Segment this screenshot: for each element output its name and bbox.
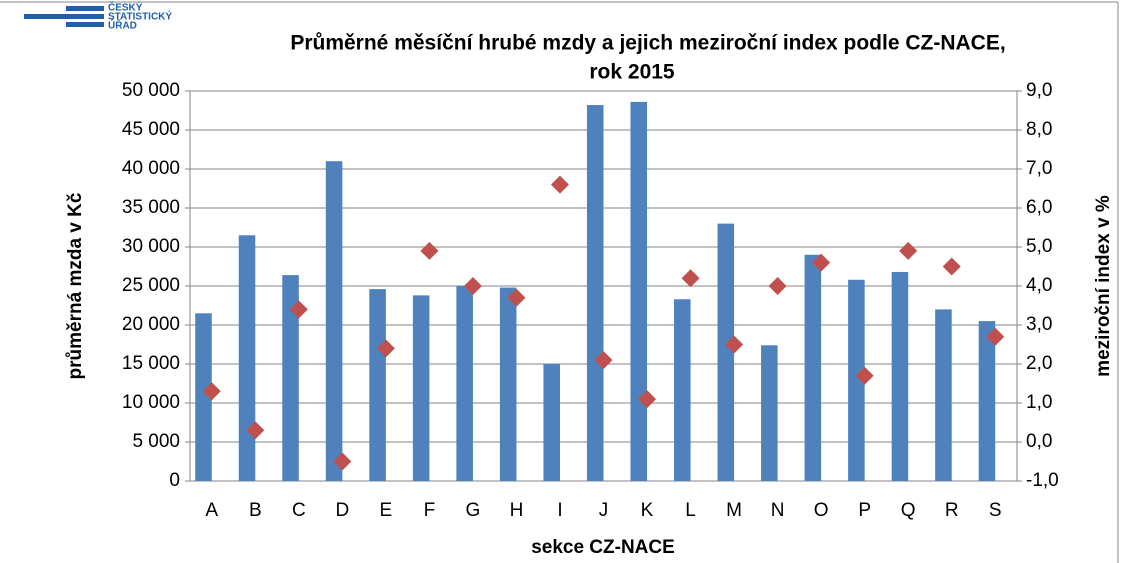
x-tick-label: L <box>685 500 696 521</box>
y-tick-label: 5 000 <box>132 431 180 452</box>
x-tick-label: F <box>424 500 436 521</box>
y2-tick-label: -1,0 <box>1026 470 1059 491</box>
y-tick-label: 25 000 <box>122 275 180 296</box>
diamond-marker <box>638 390 657 409</box>
y-axis-title: průměrná mzda v Kč <box>65 192 86 379</box>
logo-bar <box>24 14 104 19</box>
diamond-marker <box>333 452 352 471</box>
bar <box>238 235 256 481</box>
diamond-marker <box>246 421 265 440</box>
diamond-marker <box>420 241 439 260</box>
x-tick-label: A <box>205 500 218 521</box>
y2-tick-label: 2,0 <box>1026 353 1052 374</box>
diamond-marker <box>594 351 613 370</box>
logo-bar <box>66 22 104 27</box>
y2-tick-label: 5,0 <box>1026 236 1052 257</box>
diamond-marker <box>725 335 744 354</box>
diamond-marker <box>681 269 700 288</box>
diamond-marker <box>899 241 918 260</box>
bar <box>848 279 865 481</box>
y-tick-label: 45 000 <box>122 119 180 140</box>
x-tick-label: E <box>380 500 393 521</box>
bar <box>412 295 430 481</box>
chart-title: rok 2015 <box>589 61 675 84</box>
y-tick-label: 30 000 <box>122 236 180 257</box>
bar <box>325 161 343 481</box>
diamond-marker <box>507 288 526 307</box>
diamond-marker <box>463 277 482 295</box>
logo-bar <box>66 6 104 11</box>
bar <box>369 289 386 481</box>
x-tick-label: M <box>726 500 742 521</box>
diamond-marker <box>986 327 1005 346</box>
x-tick-label: O <box>814 500 829 521</box>
logo-text: ÚŘAD <box>108 19 137 32</box>
bar <box>282 275 299 481</box>
diamond-marker <box>942 257 961 276</box>
bar <box>891 271 909 481</box>
diamond-marker <box>289 300 308 319</box>
x-tick-label: C <box>292 500 306 521</box>
y-tick-label: 35 000 <box>122 197 180 218</box>
x-axis-title: sekce CZ-NACE <box>531 537 675 558</box>
y-tick-label: 20 000 <box>122 314 180 335</box>
bar <box>499 287 517 481</box>
y-tick-label: 15 000 <box>122 353 180 374</box>
bar <box>630 101 648 482</box>
x-tick-label: P <box>858 500 871 521</box>
x-tick-label: Q <box>901 500 916 521</box>
chart-title: Průměrné měsíční hrubé mzdy a jejich mez… <box>290 32 1005 55</box>
bar <box>586 105 604 481</box>
bar <box>195 313 212 481</box>
y2-tick-label: 9,0 <box>1026 80 1052 101</box>
y2-tick-label: 4,0 <box>1026 275 1052 296</box>
diamond-marker <box>202 382 221 401</box>
diamond-marker <box>550 175 569 194</box>
bar <box>804 254 822 481</box>
x-tick-label: N <box>771 500 785 521</box>
y2-tick-label: 8,0 <box>1026 119 1052 140</box>
bar <box>717 223 735 481</box>
y-tick-label: 40 000 <box>122 158 180 179</box>
logo-text: STATISTICKÝ <box>108 10 172 23</box>
bar <box>761 345 778 481</box>
x-tick-label: H <box>510 500 524 521</box>
diamond-marker <box>376 339 395 358</box>
x-tick-label: K <box>641 500 654 521</box>
diamond-marker <box>812 253 831 272</box>
y2-tick-label: 3,0 <box>1026 314 1052 335</box>
bar <box>674 299 691 481</box>
y2-tick-label: 0,0 <box>1026 431 1052 452</box>
x-tick-label: G <box>466 500 481 521</box>
x-tick-label: B <box>249 500 262 521</box>
y2-tick-label: 7,0 <box>1026 158 1052 179</box>
bar <box>456 286 473 481</box>
x-tick-label: D <box>335 500 349 521</box>
y-tick-label: 50 000 <box>122 80 180 101</box>
x-tick-label: J <box>599 500 609 521</box>
diamond-marker <box>768 277 787 295</box>
y-tick-label: 10 000 <box>122 392 180 413</box>
logo: ČESKÝ STATISTICKÝ ÚŘAD <box>24 1 172 32</box>
y2-tick-label: 6,0 <box>1026 197 1052 218</box>
logo-text: ČESKÝ <box>108 1 143 14</box>
x-tick-label: I <box>557 500 562 521</box>
y2-axis-title: meziroční index v % <box>1093 195 1114 377</box>
bar <box>543 364 560 481</box>
bar <box>935 309 952 481</box>
bar <box>978 321 996 481</box>
y-tick-label: 0 <box>169 470 180 491</box>
diamond-marker <box>855 366 874 385</box>
x-tick-label: R <box>945 500 959 521</box>
x-tick-label: S <box>989 500 1002 521</box>
y2-tick-label: 1,0 <box>1026 392 1052 413</box>
